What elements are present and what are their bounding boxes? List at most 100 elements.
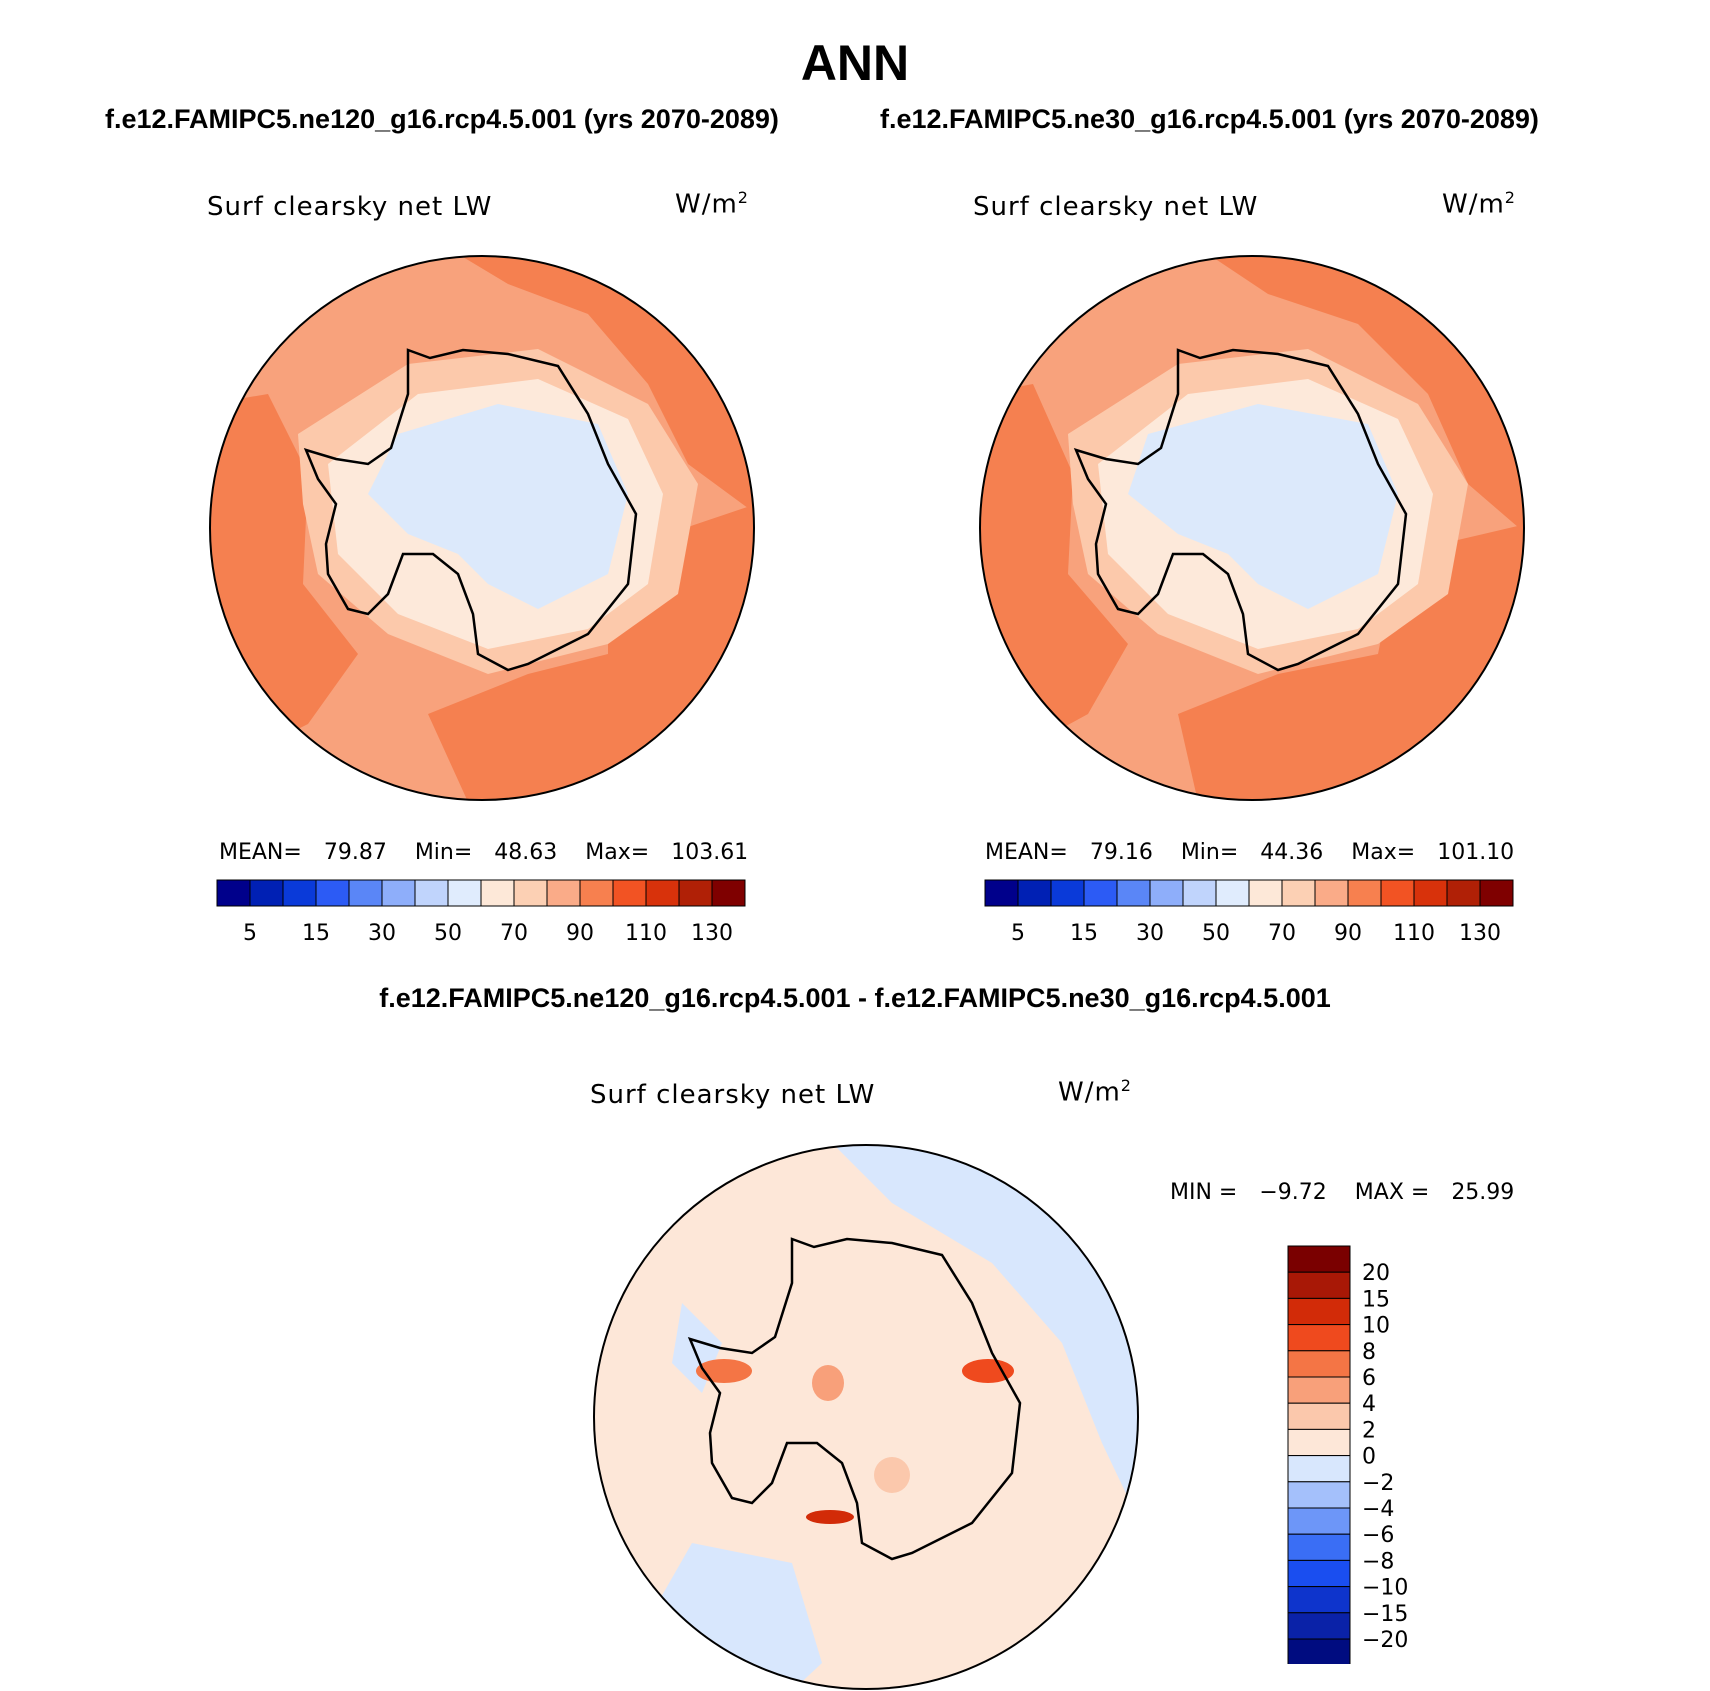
right-colorbar: 5 15 30 50 70 90 110 130 — [984, 879, 1514, 944]
colorbar-tick-label: 30 — [368, 921, 396, 944]
colorbar-tick-label: 15 — [1362, 1287, 1390, 1312]
diff-stats: MIN = −9.72 MAX = 25.99 — [1170, 1180, 1515, 1205]
colorbar-box — [1287, 1612, 1351, 1640]
colorbar-box — [1287, 1297, 1351, 1326]
colorbar-box — [1287, 1324, 1351, 1352]
left-variable-label: Surf clearsky net LW — [207, 192, 493, 222]
colorbar-tick-label: 30 — [1136, 921, 1164, 944]
colorbar-box — [1116, 879, 1151, 907]
colorbar-box — [1287, 1586, 1351, 1614]
colorbar-box — [1287, 1481, 1351, 1509]
colorbar-tick-label: 50 — [1202, 921, 1230, 944]
colorbar-box — [579, 879, 614, 907]
colorbar-box — [315, 879, 350, 907]
colorbar-tick-label: 15 — [1070, 921, 1098, 944]
right-units-label: W/m2 — [1442, 188, 1516, 220]
colorbar-box — [1287, 1507, 1351, 1535]
antarctica-coastline — [1073, 348, 1408, 672]
left-units-label: W/m2 — [675, 188, 749, 220]
colorbar-box — [1287, 1533, 1351, 1561]
colorbar-tick-label: 50 — [434, 921, 462, 944]
colorbar-tick-label: 110 — [625, 921, 667, 944]
colorbar-box — [1314, 879, 1349, 907]
right-stats: MEAN= 79.16 Min= 44.36 Max= 101.10 — [985, 840, 1515, 865]
colorbar-box — [1446, 879, 1481, 907]
right-polar-map — [979, 255, 1525, 801]
left-stats: MEAN= 79.87 Min= 48.63 Max= 103.61 — [219, 840, 749, 865]
colorbar-tick-label: 6 — [1362, 1366, 1376, 1391]
colorbar-tick-label: 90 — [1334, 921, 1362, 944]
diff-colorbar-boxes — [1287, 1245, 1351, 1664]
colorbar-box — [480, 879, 515, 907]
colorbar-box — [249, 879, 284, 907]
colorbar-tick-label: −15 — [1362, 1602, 1408, 1627]
colorbar-tick-label: 10 — [1362, 1314, 1390, 1339]
colorbar-tick-label: −6 — [1362, 1523, 1394, 1548]
colorbar-box — [1413, 879, 1448, 907]
colorbar-box — [1287, 1350, 1351, 1378]
colorbar-tick-label: 0 — [1362, 1445, 1376, 1470]
colorbar-tick-label: −10 — [1362, 1576, 1408, 1601]
left-polar-map — [209, 255, 755, 801]
diff-variable-label: Surf clearsky net LW — [590, 1080, 876, 1110]
colorbar-box — [1380, 879, 1415, 907]
colorbar-tick-label: −2 — [1362, 1471, 1394, 1496]
colorbar-box — [447, 879, 482, 907]
colorbar-tick-label: 5 — [1011, 921, 1025, 944]
colorbar-box — [1287, 1271, 1351, 1299]
colorbar-tick-label: 90 — [566, 921, 594, 944]
colorbar-tick-label: 130 — [1459, 921, 1501, 944]
colorbar-tick-label: 70 — [500, 921, 528, 944]
colorbar-box — [1287, 1455, 1351, 1483]
colorbar-box — [711, 879, 746, 907]
colorbar-box — [1287, 1428, 1351, 1457]
colorbar-box — [414, 879, 449, 907]
colorbar-tick-label: −4 — [1362, 1497, 1394, 1522]
colorbar-box — [1281, 879, 1316, 907]
colorbar-box — [1287, 1245, 1351, 1273]
diff-units-label: W/m2 — [1058, 1076, 1132, 1108]
colorbar-box — [1149, 879, 1184, 907]
right-run-title: f.e12.FAMIPC5.ne30_g16.rcp4.5.001 (yrs 2… — [880, 104, 1539, 134]
antarctica-coastline — [303, 348, 638, 672]
colorbar-tick-label: 15 — [302, 921, 330, 944]
colorbar-box — [546, 879, 581, 907]
colorbar-box — [1215, 879, 1250, 907]
left-colorbar: 5 15 30 50 70 90 110 130 — [216, 879, 746, 944]
colorbar-tick-label: 20 — [1362, 1261, 1390, 1286]
colorbar-box — [1248, 879, 1283, 907]
colorbar-box — [1347, 879, 1382, 907]
colorbar-tick-label: 70 — [1268, 921, 1296, 944]
right-colorbar-ticks: 5 15 30 50 70 90 110 130 — [1011, 921, 1501, 944]
colorbar-box — [1050, 879, 1085, 907]
colorbar-tick-label: −8 — [1362, 1549, 1394, 1574]
antarctica-coastline — [687, 1237, 1022, 1561]
colorbar-box — [348, 879, 383, 907]
left-run-title: f.e12.FAMIPC5.ne120_g16.rcp4.5.001 (yrs … — [105, 104, 779, 134]
colorbar-box — [1017, 879, 1052, 907]
colorbar-box — [1287, 1638, 1351, 1664]
difference-title: f.e12.FAMIPC5.ne120_g16.rcp4.5.001 - f.e… — [379, 983, 1331, 1013]
colorbar-box — [678, 879, 713, 907]
colorbar-tick-label: −20 — [1362, 1628, 1408, 1653]
colorbar-tick-label: 110 — [1393, 921, 1435, 944]
colorbar-box — [1287, 1376, 1351, 1404]
colorbar-tick-label: 8 — [1362, 1340, 1376, 1365]
colorbar-box — [984, 879, 1019, 907]
colorbar-box — [381, 879, 416, 907]
colorbar-tick-label: 130 — [691, 921, 733, 944]
colorbar-box — [1182, 879, 1217, 907]
difference-polar-map — [593, 1144, 1139, 1690]
colorbar-box — [216, 879, 251, 907]
colorbar-box — [513, 879, 548, 907]
left-colorbar-ticks: 5 15 30 50 70 90 110 130 — [243, 921, 733, 944]
colorbar-box — [612, 879, 647, 907]
colorbar-box — [1287, 1559, 1351, 1588]
colorbar-box — [645, 879, 680, 907]
colorbar-box — [1083, 879, 1118, 907]
left-colorbar-boxes — [216, 879, 746, 907]
colorbar-box — [282, 879, 317, 907]
colorbar-tick-label: 5 — [243, 921, 257, 944]
